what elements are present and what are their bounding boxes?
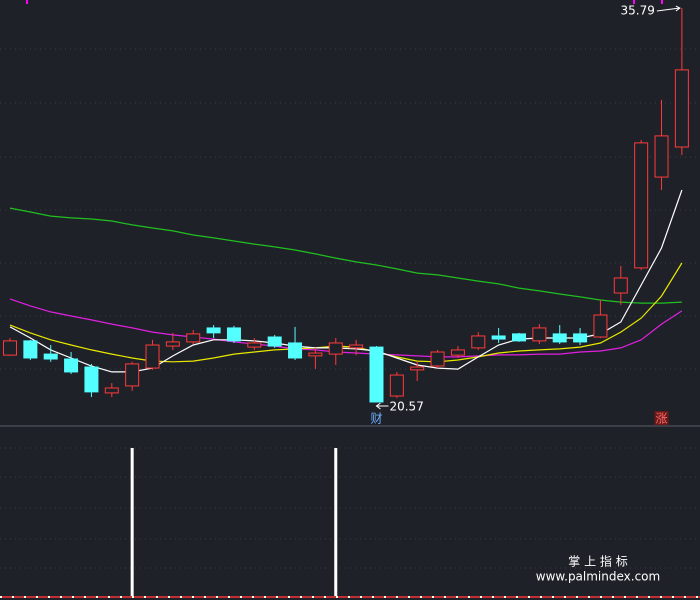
top-marker (633, 0, 635, 4)
moving-average-line (9, 207, 682, 304)
candle-body (23, 340, 38, 359)
top-marker (26, 0, 28, 4)
candle-body (125, 363, 140, 387)
candle-body (206, 327, 221, 334)
event-label: 涨 (656, 411, 668, 426)
candle-body (532, 327, 547, 342)
candle-body (145, 344, 160, 369)
candle-body (573, 333, 588, 343)
candle-body (471, 335, 486, 349)
candle-body (634, 142, 649, 269)
candle-body (389, 374, 404, 397)
moving-average-line (9, 189, 683, 373)
candle-body (226, 327, 241, 342)
indicator-bar (334, 448, 338, 596)
candle-body (186, 333, 201, 343)
candle-body (328, 342, 343, 355)
candle-body (267, 336, 282, 347)
candle-body (552, 333, 567, 343)
candle-body (512, 333, 526, 342)
candle-body (308, 352, 323, 357)
candle-body (410, 366, 425, 371)
candle-body (450, 349, 465, 356)
candle-body (247, 342, 262, 348)
candle-body (613, 277, 628, 294)
candle-body (349, 344, 364, 349)
indicator-bar (130, 448, 134, 596)
event-label-bg (654, 411, 669, 425)
candle-body (64, 358, 79, 373)
candle-body (491, 335, 506, 340)
candle-body (430, 351, 445, 367)
low-label-arrow (375, 402, 389, 410)
high-label-arrow (656, 5, 681, 12)
candle-body (3, 340, 17, 356)
event-label: 财 (370, 412, 382, 426)
low-label: 20.57 (389, 399, 423, 413)
candle-body (165, 341, 180, 347)
candle-body (84, 366, 99, 393)
moving-average-line (9, 262, 683, 363)
watermark-title: 掌 上 指 标 (568, 554, 627, 569)
candle-body (43, 353, 58, 360)
candle-body (104, 387, 119, 394)
watermark-url: www.palmindex.com (536, 570, 660, 584)
candle-body (369, 346, 384, 403)
candle-body (674, 69, 689, 148)
candle-body (654, 135, 669, 178)
candle-body (593, 314, 608, 338)
candle-body (288, 342, 303, 359)
top-marker (661, 0, 663, 4)
moving-average-line (9, 298, 683, 358)
high-label: 35.79 (621, 4, 655, 18)
